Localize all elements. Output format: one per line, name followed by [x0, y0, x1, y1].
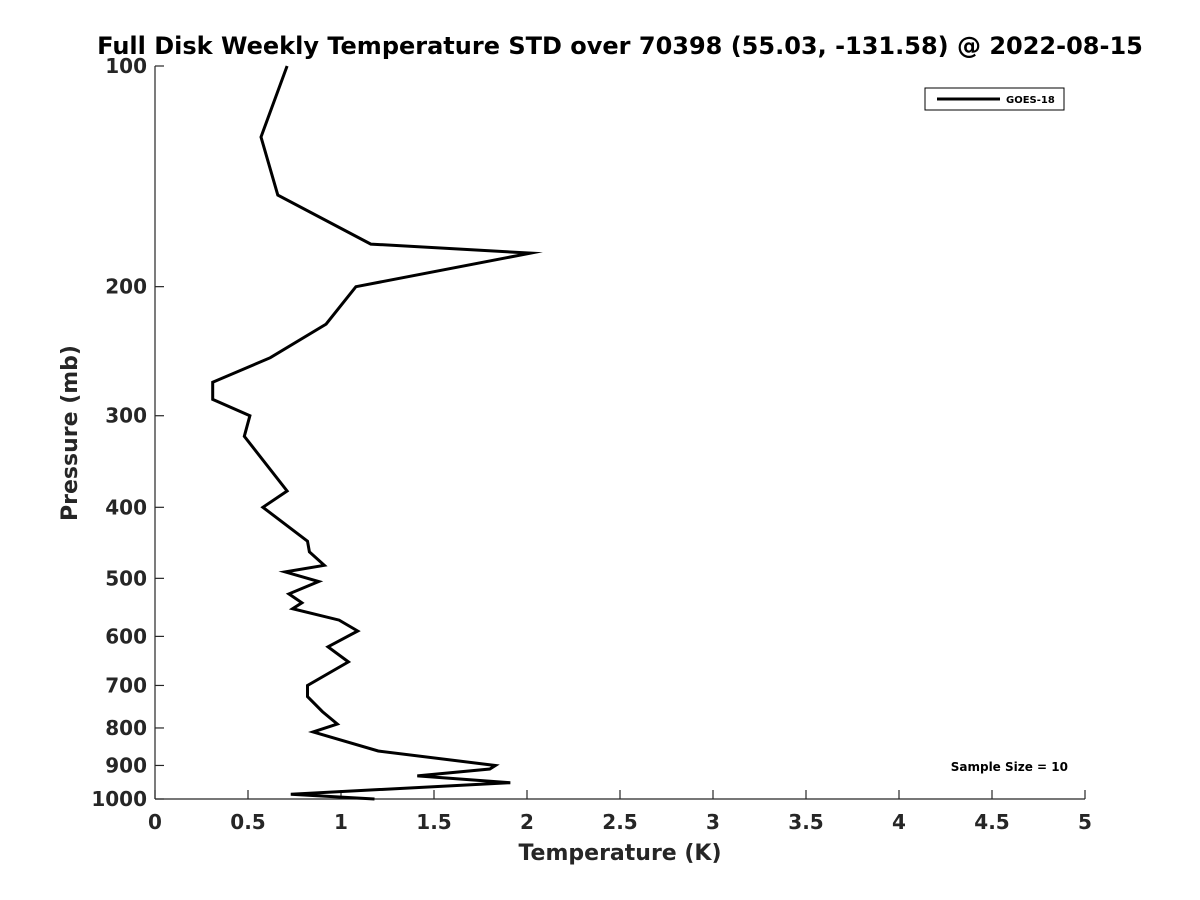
x-tick-label: 1.5: [416, 810, 451, 834]
x-ticks: 0 0.5 1 1.5 2 2.5 3 3.5 4 4.5 5: [148, 790, 1092, 834]
x-tick-label: 4.5: [974, 810, 1009, 834]
y-tick-label: 100: [105, 54, 147, 78]
y-ticks: 100 200 300 400 500 600 700 800 900 1000: [91, 54, 164, 811]
y-tick-label: 900: [105, 753, 147, 777]
legend-label-goes-18: GOES-18: [1006, 95, 1055, 106]
x-tick-label: 2: [520, 810, 534, 834]
x-tick-label: 3: [706, 810, 720, 834]
y-tick-label: 800: [105, 716, 147, 740]
y-tick-label: 700: [105, 673, 147, 697]
legend: GOES-18: [924, 87, 1065, 111]
y-tick-label: 600: [105, 624, 147, 648]
x-tick-label: 0: [148, 810, 162, 834]
y-tick-label: 400: [105, 495, 147, 519]
sample-size-annotation: Sample Size = 10: [951, 760, 1068, 774]
x-tick-label: 1: [334, 810, 348, 834]
axes: [154, 66, 1085, 800]
series-line-goes-18: [211, 65, 543, 801]
x-tick-label: 3.5: [788, 810, 823, 834]
y-tick-label: 300: [105, 404, 147, 428]
y-tick-label: 200: [105, 275, 147, 299]
y-tick-label: 500: [105, 566, 147, 590]
x-tick-label: 4: [892, 810, 906, 834]
x-tick-label: 5: [1078, 810, 1092, 834]
x-tick-label: 2.5: [602, 810, 637, 834]
series-layer: [211, 65, 543, 801]
x-axis-label: Temperature (K): [518, 841, 721, 866]
x-tick-label: 0.5: [230, 810, 265, 834]
y-axis-label: Pressure (mb): [58, 345, 83, 521]
chart-title: Full Disk Weekly Temperature STD over 70…: [97, 32, 1143, 60]
y-tick-label: 1000: [91, 787, 147, 811]
